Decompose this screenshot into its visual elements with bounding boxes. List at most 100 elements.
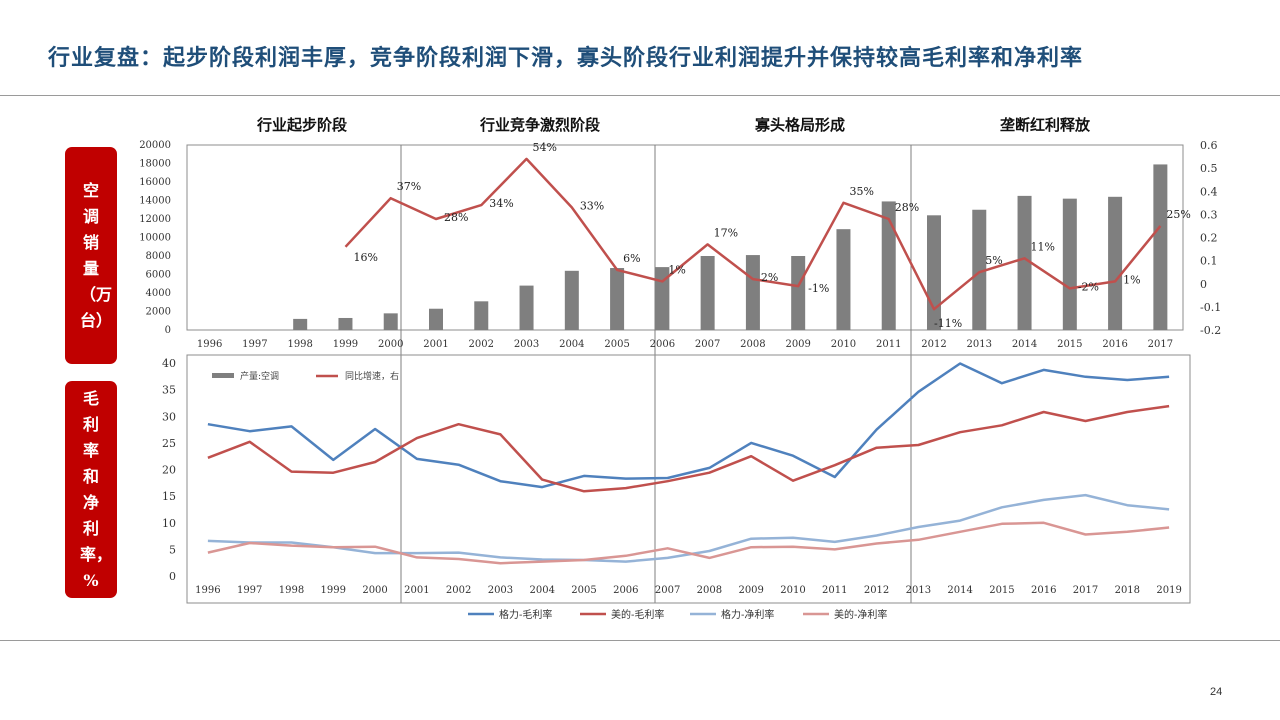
x-tick-label: 2000 xyxy=(362,585,387,596)
y-tick-label: 35 xyxy=(162,384,176,397)
bar xyxy=(383,313,398,330)
bottom-chart-frame xyxy=(186,354,1191,604)
bar xyxy=(836,229,851,330)
x-tick-label: 2011 xyxy=(822,585,847,596)
x-tick-label: 1998 xyxy=(279,585,304,596)
bar xyxy=(745,255,760,330)
y-tick-label: 0 xyxy=(169,570,176,583)
x-tick-label: 2001 xyxy=(423,339,448,350)
data-label: 2% xyxy=(761,271,778,284)
x-tick-label: 2004 xyxy=(530,585,555,596)
x-tick-label: 1997 xyxy=(242,339,267,350)
y-tick-label: 0 xyxy=(165,325,171,336)
y-tick-label: 6000 xyxy=(146,270,171,281)
x-tick-label: 2003 xyxy=(488,585,513,596)
y2-tick-label: 0.4 xyxy=(1200,185,1218,198)
x-tick-label: 2019 xyxy=(1156,585,1181,596)
data-label: 54% xyxy=(533,141,557,154)
x-tick-label: 2003 xyxy=(514,339,539,350)
legend-label: 产量:空调 xyxy=(240,370,279,382)
x-tick-label: 2016 xyxy=(1102,339,1127,350)
y-tick-label: 18000 xyxy=(139,159,171,170)
data-label: 37% xyxy=(397,180,421,193)
y2-tick-label: 0.5 xyxy=(1200,162,1218,175)
bar xyxy=(293,318,308,330)
y-tick-label: 16000 xyxy=(139,177,171,188)
bar xyxy=(429,308,443,330)
phase-label-competition: 行业竞争激烈阶段 xyxy=(479,116,600,134)
x-tick-label: 2010 xyxy=(831,339,856,350)
x-tick-label: 2014 xyxy=(1012,339,1037,350)
bar xyxy=(881,201,896,330)
x-tick-label: 1997 xyxy=(237,585,262,596)
top-chart-frame xyxy=(186,144,1184,331)
y-tick-label: 20 xyxy=(162,464,176,477)
data-label: 34% xyxy=(489,197,513,210)
x-tick-label: 2005 xyxy=(571,585,596,596)
x-tick-label: 1996 xyxy=(197,339,222,350)
y2-tick-label: 0.2 xyxy=(1200,232,1218,245)
side-label-sales: 空调销量（万台） xyxy=(65,147,117,364)
bar xyxy=(1017,195,1032,330)
margin-series-line xyxy=(207,521,1170,565)
bar xyxy=(791,256,806,330)
legend-swatch-bar xyxy=(212,373,234,378)
x-tick-label: 2012 xyxy=(921,339,946,350)
y-tick-label: 10 xyxy=(162,517,176,530)
x-tick-label: 2013 xyxy=(967,339,992,350)
page-number: 24 xyxy=(1210,686,1223,698)
x-tick-label: 2015 xyxy=(989,585,1014,596)
x-tick-label: 2014 xyxy=(947,585,972,596)
data-label: 28% xyxy=(444,211,468,224)
x-tick-label: 2008 xyxy=(697,585,722,596)
legend-label: 格力-毛利率 xyxy=(499,608,552,621)
x-tick-label: 2010 xyxy=(780,585,805,596)
y-tick-label: 8000 xyxy=(146,251,171,262)
legend-label: 同比增速，右 xyxy=(345,370,399,382)
margin-series-line xyxy=(207,362,1170,489)
x-tick-label: 2001 xyxy=(404,585,429,596)
x-tick-label: 1998 xyxy=(287,339,312,350)
x-tick-label: 1996 xyxy=(195,585,220,596)
y2-tick-label: 0 xyxy=(1200,278,1207,291)
data-label: 5% xyxy=(985,254,1002,267)
data-label: 6% xyxy=(623,252,640,265)
bar xyxy=(1153,164,1168,330)
bar xyxy=(700,256,715,330)
y-tick-label: 14000 xyxy=(139,196,171,207)
phase-label-monopoly: 垄断红利释放 xyxy=(999,116,1090,134)
x-tick-label: 2007 xyxy=(695,339,720,350)
data-label: -1% xyxy=(808,282,829,295)
bar xyxy=(338,317,353,330)
y-tick-label: 4000 xyxy=(146,288,171,299)
yoy-growth-line xyxy=(344,157,1162,311)
data-label: 28% xyxy=(895,201,919,214)
y-tick-label: 2000 xyxy=(146,307,171,318)
x-tick-label: 2006 xyxy=(613,585,638,596)
x-tick-label: 2011 xyxy=(876,339,901,350)
x-tick-label: 2016 xyxy=(1031,585,1056,596)
x-tick-label: 1999 xyxy=(321,585,346,596)
x-tick-label: 2000 xyxy=(378,339,403,350)
data-label: 1% xyxy=(1123,273,1140,286)
x-tick-label: 2017 xyxy=(1148,339,1173,350)
margin-series-line xyxy=(207,404,1170,493)
y-tick-label: 12000 xyxy=(139,214,171,225)
data-label: 25% xyxy=(1166,208,1190,221)
x-tick-label: 2013 xyxy=(906,585,931,596)
data-label: 1% xyxy=(668,263,685,276)
footer-divider xyxy=(0,640,1280,641)
data-label: 17% xyxy=(714,226,738,239)
x-tick-label: 1999 xyxy=(333,339,358,350)
y-tick-label: 20000 xyxy=(139,140,171,151)
y-tick-label: 10000 xyxy=(139,233,171,244)
x-tick-label: 2007 xyxy=(655,585,680,596)
y2-tick-label: 0.1 xyxy=(1200,255,1218,268)
title-divider xyxy=(0,95,1280,96)
y-tick-label: 5 xyxy=(169,543,176,556)
y2-tick-label: 0.6 xyxy=(1200,139,1218,152)
x-tick-label: 2009 xyxy=(785,339,810,350)
bar xyxy=(474,301,489,330)
slide-title: 行业复盘：起步阶段利润丰厚，竞争阶段利润下滑，寡头阶段行业利润提升并保持较高毛利… xyxy=(48,45,1084,71)
